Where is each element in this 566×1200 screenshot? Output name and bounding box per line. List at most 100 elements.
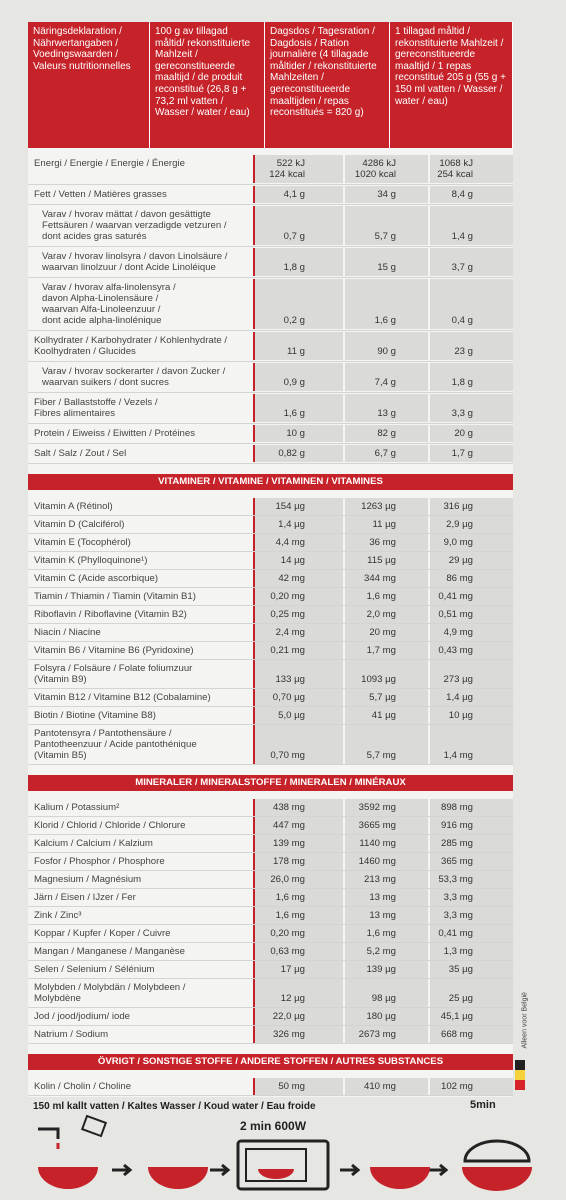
nutrient-value: 0,7 g <box>253 206 343 245</box>
table-row: Pantotensyra / Pantothensäure / Pantothe… <box>28 725 513 765</box>
nutrient-value: 1,6 mg <box>253 889 343 906</box>
nutrient-label: Molybden / Molybdän / Molybdeen / Molybd… <box>34 982 186 1004</box>
preparation-icons <box>38 1114 532 1191</box>
nutrient-value: 0,25 mg <box>253 606 343 623</box>
nutrient-value: 0,41 mg <box>428 925 513 942</box>
nutrient-value: 1,7 g <box>428 445 513 462</box>
nutrient-value: 139 mg <box>253 835 343 852</box>
nutrient-value: 1,6 g <box>253 394 343 422</box>
table-row: Kolhydrater / Karbohydrater / Kohlenhydr… <box>28 331 513 362</box>
nutrient-value: 3,3 mg <box>428 907 513 924</box>
nutrient-value: 180 µg <box>343 1008 428 1025</box>
nutrient-value: 41 µg <box>343 707 428 724</box>
nutrient-value: 1,4 µg <box>428 689 513 706</box>
table-row: Vitamin E (Tocophérol) 4,4 mg 36 mg 9,0 mg <box>28 534 513 552</box>
nutrient-value: 10 µg <box>428 707 513 724</box>
nutrient-value: 916 mg <box>428 817 513 834</box>
nutrient-value: 326 mg <box>253 1026 343 1043</box>
nutrient-value: 11 g <box>253 332 343 360</box>
table-row: Biotin / Biotine (Vitamine B8) 5,0 µg 41 µ… <box>28 707 513 725</box>
nutrition-label: Näringsdeklaration / Nährwertangaben / V… <box>28 22 513 1097</box>
nutrient-value: 36 mg <box>343 534 428 551</box>
nutrient-value: 154 µg <box>253 498 343 515</box>
nutrient-label: Varav / hvorav sockerarter / davon Zucke… <box>42 366 226 388</box>
table-row: Varav / hvorav sockerarter / davon Zucke… <box>28 362 513 393</box>
country-note: Alleen voor België <box>521 992 529 1049</box>
nutrient-value: 1460 mg <box>343 853 428 870</box>
table-row: Vitamin A (Rétinol) 154 µg 1263 µg 316 µg <box>28 498 513 516</box>
nutrient-label: Folsyra / Folsäure / Folate foliumzuur (… <box>34 663 193 685</box>
nutrient-value: 82 g <box>343 425 428 442</box>
header-cell: 1 tillagad måltid / rekonstituierte Mahl… <box>390 22 513 148</box>
nutrient-label: Järn / Eisen / IJzer / Fer <box>34 892 136 903</box>
nutrient-label: Kolhydrater / Karbohydrater / Kohlenhydr… <box>34 335 228 357</box>
nutrient-value: 22,0 µg <box>253 1008 343 1025</box>
table-row: Vitamin K (Phylloquinone¹) 14 µg 115 µg 29 … <box>28 552 513 570</box>
nutrient-label: Koppar / Kupfer / Koper / Cuivre <box>34 928 171 939</box>
nutrient-value: 0,4 g <box>428 279 513 329</box>
nutrient-value: 25 µg <box>428 979 513 1007</box>
table-row: Klorid / Chlorid / Chloride / Chlorure 44… <box>28 817 513 835</box>
nutrient-value: 1,6 g <box>343 279 428 329</box>
table-row: Vitamin D (Calciférol) 1,4 µg 11 µg 2,9 µg <box>28 516 513 534</box>
table-row: Niacin / Niacine 2,4 mg 20 mg 4,9 mg <box>28 624 513 642</box>
table-row: Varav / hvorav mättat / davon gesättigte… <box>28 205 513 247</box>
nutrient-value: 5,7 mg <box>343 725 428 764</box>
nutrient-value: 12 µg <box>253 979 343 1007</box>
table-section: ÖVRIGT / SONSTIGE STOFFE / ANDERE STOFFE… <box>28 1054 513 1096</box>
section-title: VITAMINER / VITAMINE / VITAMINEN / VITAM… <box>28 474 513 490</box>
nutrient-value: 0,63 mg <box>253 943 343 960</box>
nutrient-label: Varav / hvorav alfa-linolensyra / davon … <box>42 282 176 326</box>
nutrient-value: 53,3 mg <box>428 871 513 888</box>
nutrient-value: 178 mg <box>253 853 343 870</box>
table-row: Fett / Vetten / Matières grasses 4,1 g 34 … <box>28 185 513 205</box>
nutrient-value: 98 µg <box>343 979 428 1007</box>
nutrient-label: Varav / hvorav mättat / davon gesättigte… <box>42 209 227 242</box>
table-row: Selen / Selenium / Sélénium 17 µg 139 µg 35… <box>28 961 513 979</box>
nutrient-value: 213 mg <box>343 871 428 888</box>
nutrient-label: Fett / Vetten / Matières grasses <box>34 189 167 200</box>
nutrient-label: Mangan / Manganese / Manganèse <box>34 946 185 957</box>
nutrient-value: 15 g <box>343 248 428 276</box>
belgian-flag <box>515 1060 525 1090</box>
nutrient-label: Selen / Selenium / Sélénium <box>34 964 155 975</box>
table-body: Energi / Energie / Energie / Énergie 522 … <box>28 148 513 1096</box>
nutrient-value: 35 µg <box>428 961 513 978</box>
nutrient-value: 13 g <box>343 394 428 422</box>
nutrient-value: 11 µg <box>343 516 428 533</box>
nutrient-value: 1,7 mg <box>343 642 428 659</box>
nutrient-value: 1068 kJ 254 kcal <box>428 155 513 183</box>
nutrient-label: Varav / hvorav linolsyra / davon Linolsä… <box>42 251 228 273</box>
nutrient-value: 0,21 mg <box>253 642 343 659</box>
nutrient-value: 1,6 mg <box>343 588 428 605</box>
table-row: Folsyra / Folsäure / Folate foliumzuur (… <box>28 660 513 689</box>
nutrient-label: Kalium / Potassium² <box>34 802 120 813</box>
nutrient-value: 0,51 mg <box>428 606 513 623</box>
nutrient-value: 273 µg <box>428 660 513 688</box>
nutrient-label: Fosfor / Phosphor / Phosphore <box>34 856 165 867</box>
nutrient-label: Natrium / Sodium <box>34 1029 109 1040</box>
nutrient-value: 0,2 g <box>253 279 343 329</box>
nutrient-value: 0,20 mg <box>253 588 343 605</box>
nutrient-value: 5,7 g <box>343 206 428 245</box>
nutrient-value: 522 kJ 124 kcal <box>253 155 343 183</box>
nutrient-value: 2,9 µg <box>428 516 513 533</box>
nutrient-value: 0,41 mg <box>428 588 513 605</box>
nutrient-value: 0,9 g <box>253 363 343 391</box>
table-row: Riboflavin / Riboflavine (Vitamin B2) 0,2… <box>28 606 513 624</box>
nutrient-label: Vitamin K (Phylloquinone¹) <box>34 555 148 566</box>
nutrient-value: 14 µg <box>253 552 343 569</box>
nutrient-value: 1,8 g <box>428 363 513 391</box>
nutrient-value: 365 mg <box>428 853 513 870</box>
nutrient-value: 1,8 g <box>253 248 343 276</box>
table-section: Energi / Energie / Energie / Énergie 522 … <box>28 148 513 464</box>
nutrient-value: 3665 mg <box>343 817 428 834</box>
nutrient-value: 4,4 mg <box>253 534 343 551</box>
nutrient-value: 1140 mg <box>343 835 428 852</box>
nutrient-value: 410 mg <box>343 1078 428 1095</box>
table-row: Vitamin B12 / Vitamine B12 (Cobalamine) 0… <box>28 689 513 707</box>
table-section: MINERALER / MINERALSTOFFE / MINERALEN / … <box>28 775 513 1044</box>
table-row: Kalcium / Calcium / Kalzium 139 mg 1140 mg… <box>28 835 513 853</box>
nutrient-value: 4,1 g <box>253 186 343 203</box>
